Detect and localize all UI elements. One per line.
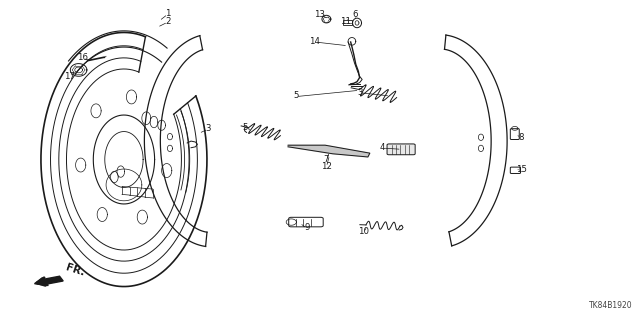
Text: 2: 2 — [165, 17, 171, 26]
Text: 4: 4 — [380, 143, 385, 152]
Text: 10: 10 — [358, 227, 369, 236]
Text: 7: 7 — [324, 155, 329, 164]
Text: 5: 5 — [243, 122, 248, 132]
Text: 16: 16 — [77, 53, 88, 62]
Text: 14: 14 — [309, 37, 321, 46]
Text: 13: 13 — [314, 10, 326, 19]
Text: 5: 5 — [293, 92, 298, 100]
FancyArrow shape — [35, 276, 63, 286]
Text: 8: 8 — [518, 133, 524, 142]
Text: 3: 3 — [358, 88, 363, 97]
Text: 6: 6 — [353, 10, 358, 19]
Text: 17: 17 — [64, 72, 75, 81]
FancyBboxPatch shape — [387, 144, 415, 155]
Text: TK84B1920: TK84B1920 — [589, 301, 633, 310]
Text: 11: 11 — [340, 17, 351, 26]
Text: 3: 3 — [205, 124, 211, 133]
Polygon shape — [288, 145, 370, 157]
Text: 1: 1 — [165, 9, 171, 18]
Text: 9: 9 — [305, 223, 310, 232]
Text: 12: 12 — [321, 162, 332, 171]
Text: 15: 15 — [516, 165, 527, 174]
Text: FR.: FR. — [65, 262, 86, 278]
